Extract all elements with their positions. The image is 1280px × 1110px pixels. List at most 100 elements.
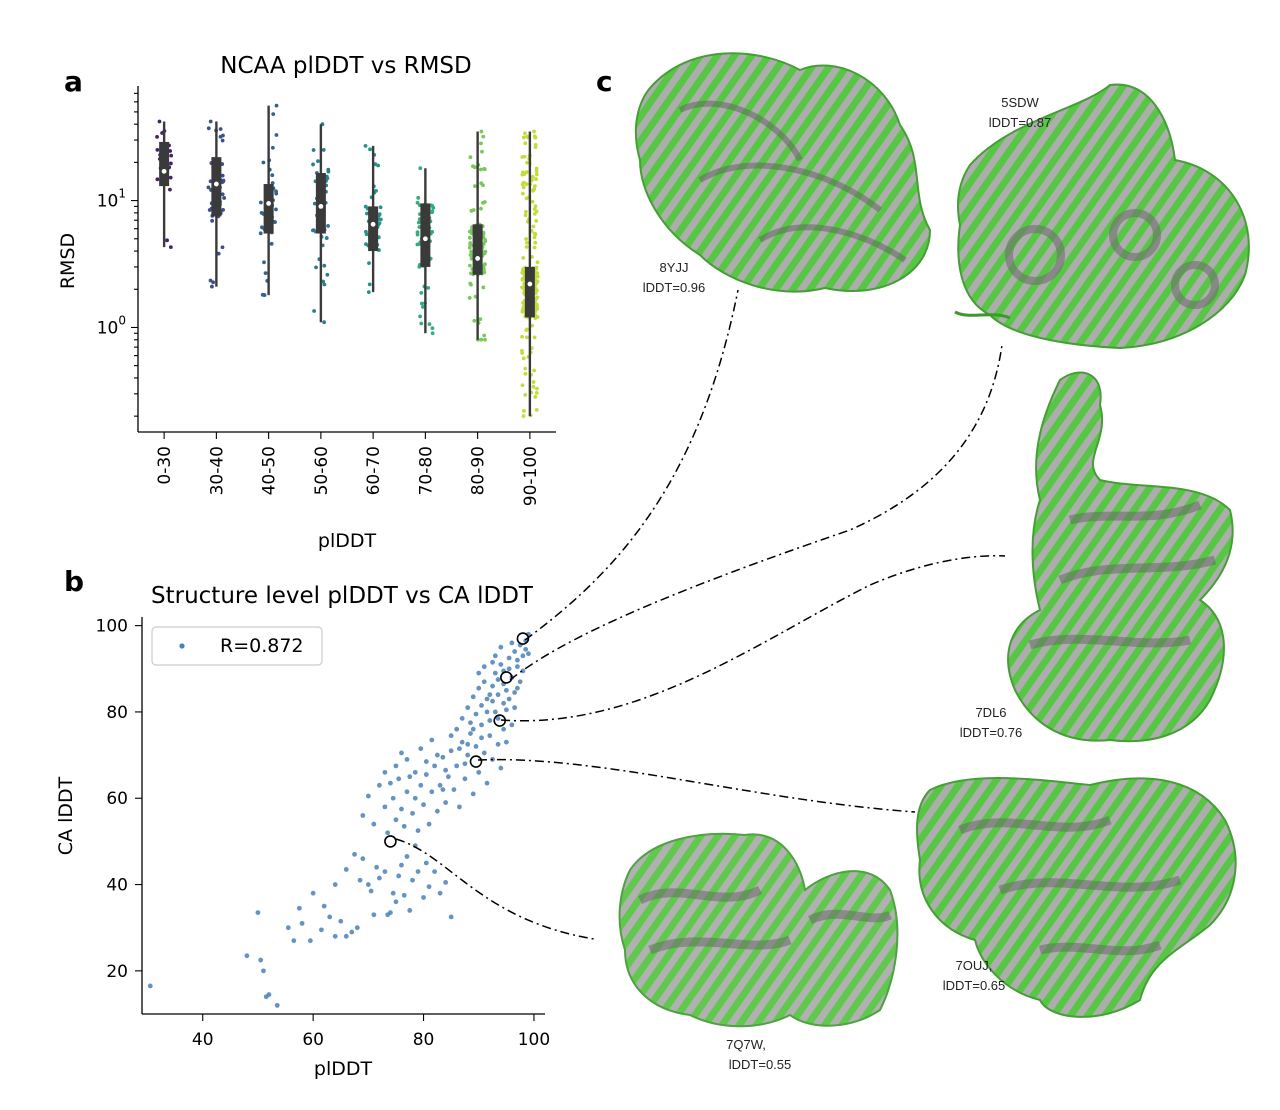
structure-7ouj-lddt: lDDT=0.65 xyxy=(943,978,1006,993)
scatter-point xyxy=(354,925,360,931)
scatter-point xyxy=(432,763,437,769)
structure-7q7w-lddt: lDDT=0.55 xyxy=(729,1057,792,1072)
x-tick-label: 40-50 xyxy=(260,446,280,495)
scatter-point xyxy=(299,920,305,926)
box-scatter-point xyxy=(468,263,472,268)
box-scatter-point xyxy=(532,231,537,236)
scatter-point xyxy=(407,908,413,913)
box-scatter-point xyxy=(535,260,540,265)
scatter-point xyxy=(479,722,484,728)
box-scatter-point xyxy=(531,224,536,229)
scatter-point xyxy=(382,804,388,810)
box-scatter-point xyxy=(520,334,524,339)
box-scatter-point xyxy=(520,182,525,187)
scatter-point xyxy=(343,933,349,939)
box-scatter-point xyxy=(482,250,487,255)
scatter-x-tick-label: 40 xyxy=(192,1030,214,1050)
scatter-point xyxy=(512,690,518,695)
box-scatter-point xyxy=(415,242,420,247)
scatter-point xyxy=(443,800,449,805)
box-scatter-point xyxy=(482,270,487,275)
scatter-point xyxy=(512,705,518,711)
box-scatter-point xyxy=(532,368,537,373)
scatter-point xyxy=(412,795,418,801)
box-scatter-point xyxy=(206,126,211,131)
structure-7dl6: 7DL6 lDDT=0.76 xyxy=(960,371,1234,743)
box-scatter-point xyxy=(471,164,475,169)
box-scatter-point xyxy=(530,199,535,204)
scatter-point xyxy=(448,748,454,754)
box-scatter-point xyxy=(524,245,529,249)
scatter-point xyxy=(501,726,506,732)
scatter-point xyxy=(498,662,504,667)
box-scatter-point xyxy=(532,187,537,192)
scatter-point xyxy=(506,655,512,661)
scatter-y-tick-label: 100 xyxy=(96,617,128,637)
scatter-point xyxy=(401,892,407,898)
box-scatter-point xyxy=(530,174,535,179)
scatter-point xyxy=(296,905,302,911)
box-scatter-point xyxy=(534,218,539,223)
scatter-point xyxy=(412,769,418,775)
scatter-point xyxy=(421,802,426,808)
scatter-point xyxy=(506,696,512,702)
box-scatter-point xyxy=(419,291,424,295)
scatter-point xyxy=(423,772,429,777)
scatter-point xyxy=(266,992,272,997)
scatter-point xyxy=(393,899,399,905)
box-scatter-point xyxy=(481,134,486,139)
box-scatter-point xyxy=(482,333,487,338)
x-tick-label: 60-70 xyxy=(364,446,384,495)
scatter-point xyxy=(307,938,313,944)
scatter-point xyxy=(457,746,462,752)
structure-7ouj-id: 7OUJ, xyxy=(956,958,993,973)
scatter-point xyxy=(520,653,526,659)
box-scatter-point xyxy=(523,141,528,146)
box-scatter-point xyxy=(312,309,317,313)
scatter-point xyxy=(147,983,153,989)
box-scatter-point xyxy=(469,208,474,213)
box-scatter-point xyxy=(468,253,473,257)
box-scatter-point xyxy=(155,177,160,182)
box-scatter-point xyxy=(534,296,539,301)
connector-7q7w xyxy=(395,838,595,940)
box-scatter-point xyxy=(418,314,423,319)
scatter-point xyxy=(437,782,443,788)
scatter-point xyxy=(514,664,520,670)
scatter-y-label: CA lDDT xyxy=(55,776,77,855)
box-scatter-point xyxy=(533,184,537,188)
box-scatter-point xyxy=(314,265,318,270)
box-median xyxy=(527,281,533,287)
box-scatter-point xyxy=(427,322,432,327)
scatter-point xyxy=(512,649,518,654)
box-scatter-point xyxy=(206,185,211,190)
scatter-point xyxy=(382,769,388,775)
box-scatter-point xyxy=(481,285,486,290)
box-scatter-point xyxy=(478,167,483,172)
scatter-point xyxy=(371,912,377,918)
box-scatter-point xyxy=(365,211,369,216)
highlighted-point xyxy=(384,835,397,848)
scatter-point xyxy=(374,864,380,870)
box-scatter-point xyxy=(363,204,368,209)
box-scatter-point xyxy=(523,366,528,371)
box-scatter-point xyxy=(523,392,528,397)
box-scatter-point xyxy=(415,200,420,205)
box-scatter-point xyxy=(523,213,528,218)
scatter-point xyxy=(459,739,465,745)
scatter-point xyxy=(338,918,344,924)
scatter-point xyxy=(470,694,476,700)
highlighted-point xyxy=(500,671,513,684)
box-scatter-point xyxy=(155,148,160,152)
box-scatter-point xyxy=(322,320,327,325)
box-scatter-point xyxy=(363,229,368,234)
scatter-point xyxy=(401,823,407,829)
box-scatter-point xyxy=(417,225,422,229)
box-scatter-point xyxy=(420,305,425,309)
box-scatter-point xyxy=(520,191,525,196)
box-scatter-point xyxy=(168,175,173,180)
scatter-point xyxy=(371,821,377,827)
structure-5sdw-lddt: lDDT=0.87 xyxy=(989,115,1052,130)
box-scatter-point xyxy=(419,321,424,326)
legend-box xyxy=(151,626,323,666)
